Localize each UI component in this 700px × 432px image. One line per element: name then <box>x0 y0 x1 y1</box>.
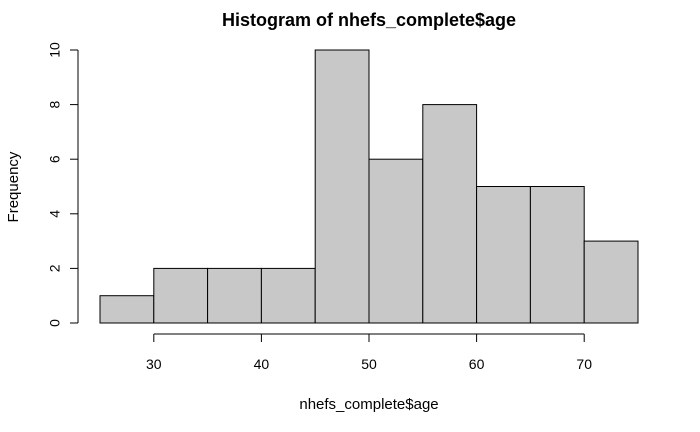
histogram-bar-70-75 <box>583 240 639 324</box>
y-tick-label-8: 8 <box>47 100 63 108</box>
y-axis: 0 2 4 6 8 10 <box>47 42 79 327</box>
x-tick-label-60: 60 <box>469 356 485 372</box>
histogram-bar-45-50 <box>314 49 370 324</box>
x-tick-label-50: 50 <box>361 356 377 372</box>
histogram-bar-65-70 <box>529 186 585 324</box>
histogram-bar-25-30 <box>99 295 155 324</box>
y-tick-label-10: 10 <box>47 42 63 58</box>
x-axis-label: nhefs_complete$age <box>299 396 438 413</box>
histogram-bar-35-40 <box>207 267 262 324</box>
y-axis-label: Frequency <box>5 151 22 222</box>
histogram-bar-55-60 <box>422 104 478 324</box>
bars-group <box>99 49 639 324</box>
x-tick-label-40: 40 <box>254 356 270 372</box>
y-tick-label-6: 6 <box>47 155 63 163</box>
y-tick-label-2: 2 <box>47 264 63 272</box>
y-tick-label-4: 4 <box>47 210 63 218</box>
x-tick-label-30: 30 <box>146 356 162 372</box>
x-axis: 30 40 50 60 70 <box>146 333 592 372</box>
histogram-bar-30-35 <box>153 267 209 324</box>
histogram-bar-40-45 <box>260 267 316 324</box>
histogram-bar-50-55 <box>368 158 424 324</box>
y-tick-label-0: 0 <box>47 319 63 327</box>
chart-title: Histogram of nhefs_complete$age <box>222 10 516 30</box>
histogram-bar-60-65 <box>476 186 531 324</box>
x-tick-label-70: 70 <box>576 356 592 372</box>
